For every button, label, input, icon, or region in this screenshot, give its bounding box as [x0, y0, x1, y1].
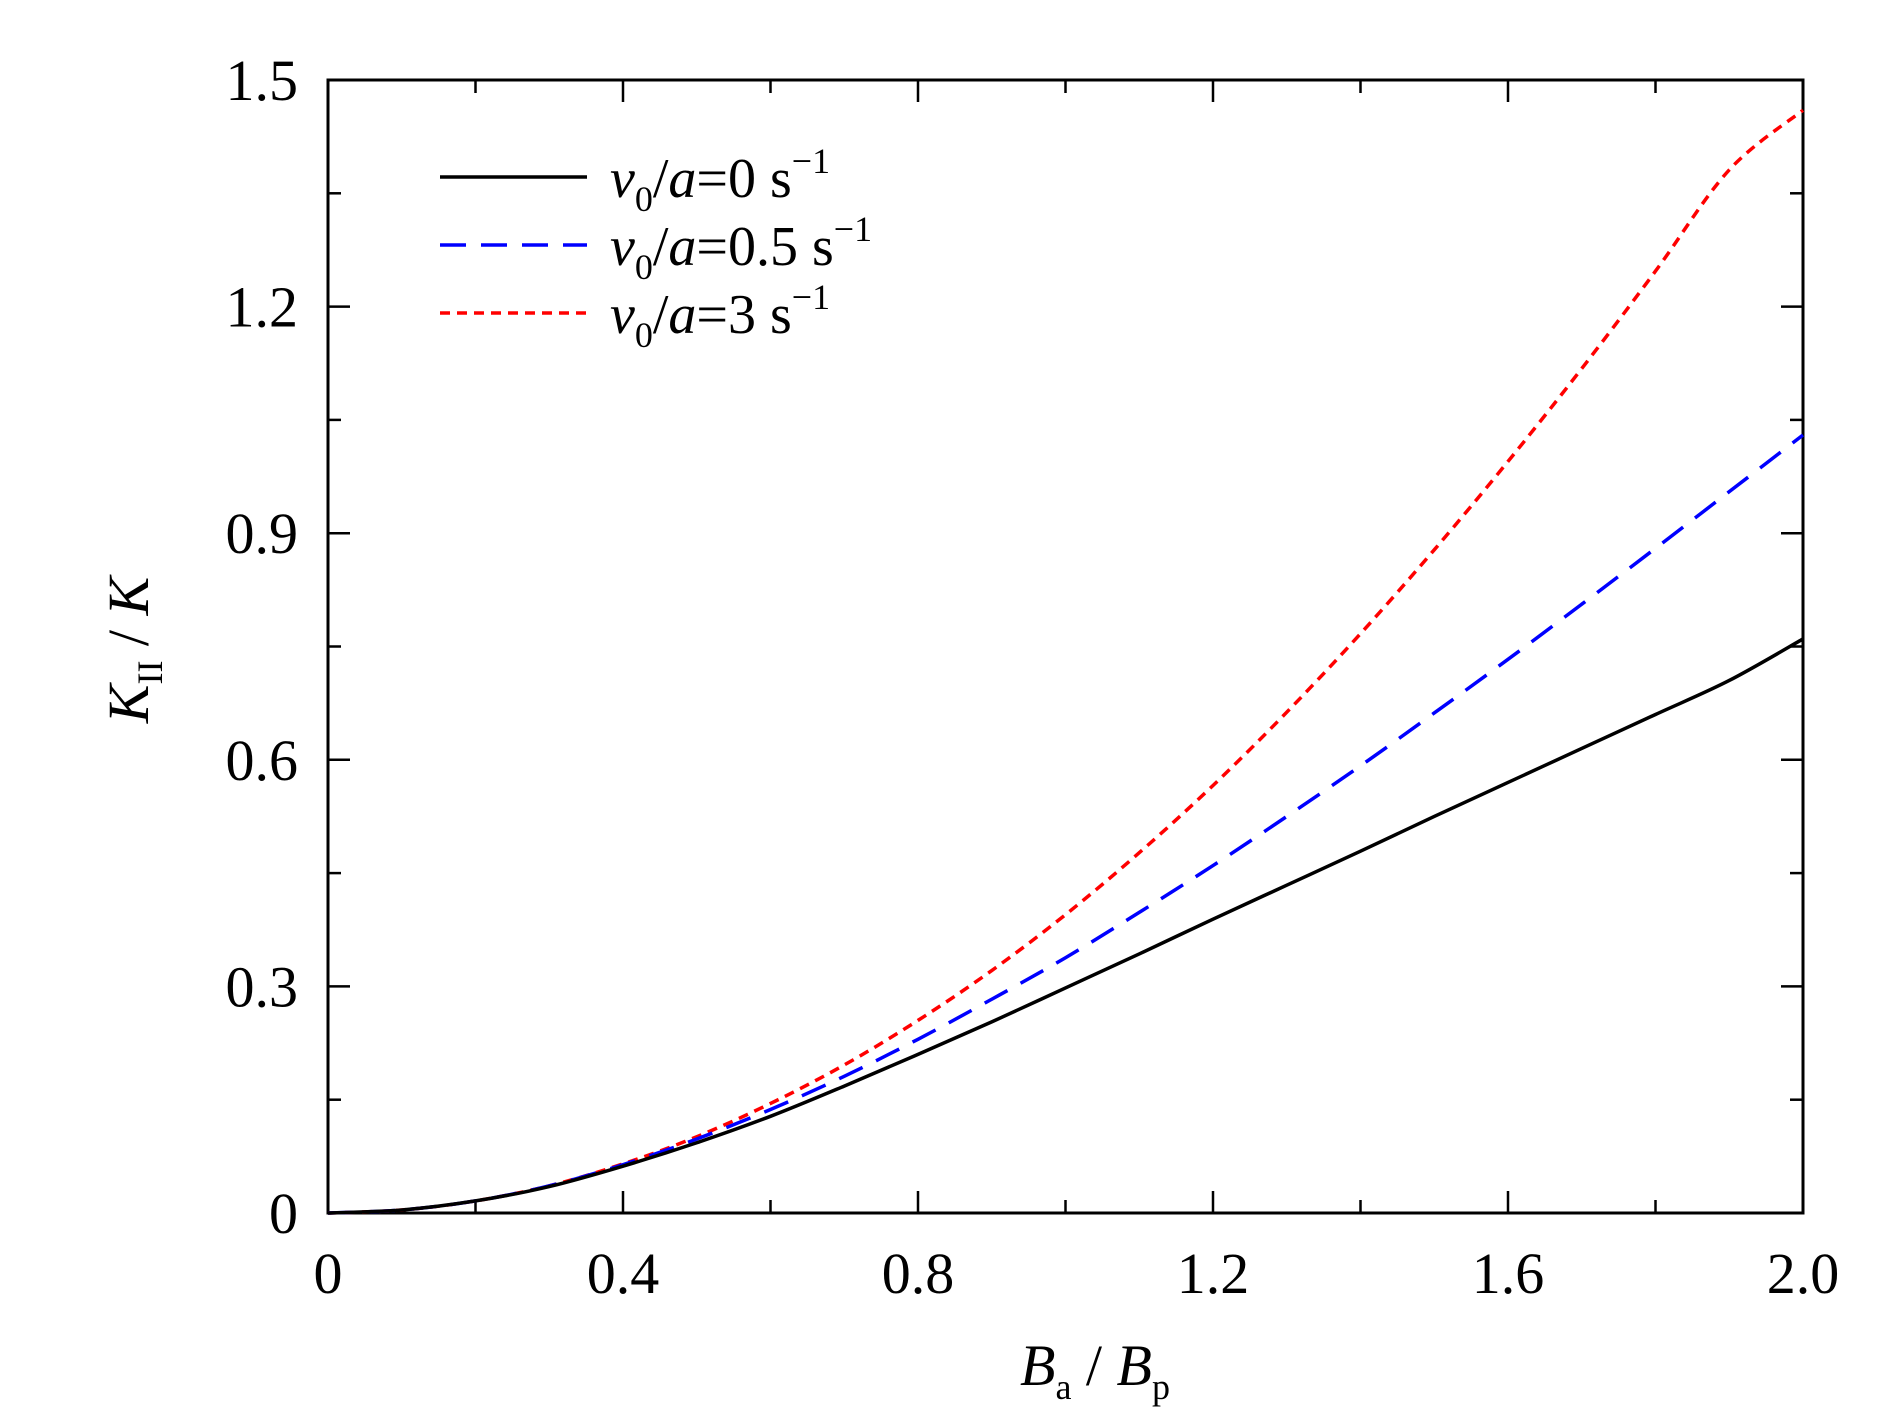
y-axis-label: KII / K	[96, 573, 170, 724]
x-tick-label: 0.4	[587, 1241, 660, 1306]
y-tick-label: 0	[269, 1181, 298, 1246]
ticks	[326, 78, 1805, 1215]
y-tick-label: 0.3	[226, 954, 299, 1019]
x-tick-label: 1.2	[1177, 1241, 1250, 1306]
y-tick-label: 1.5	[226, 48, 299, 113]
series-line	[327, 433, 1805, 1215]
y-tick-label: 0.9	[226, 501, 299, 566]
legend: v0/a=0 s−1v0/a=0.5 s−1v0/a=3 s−1	[440, 141, 872, 355]
y-tick-label: 0.6	[226, 728, 299, 793]
legend-entry: v0/a=0 s−1	[610, 141, 830, 219]
series-lines	[327, 108, 1805, 1215]
tick-labels: 0 0.4 0.8 1.2 1.6 2.0 0 0.3 0.6 0.9 1.2 1.5	[226, 48, 1840, 1306]
series-line	[327, 637, 1804, 1215]
x-tick-label: 0.8	[882, 1241, 955, 1306]
legend-entry: v0/a=3 s−1	[610, 277, 830, 355]
series-line	[327, 108, 1805, 1215]
x-tick-label: 2.0	[1767, 1241, 1840, 1306]
legend-entry: v0/a=0.5 s−1	[610, 209, 872, 287]
plot-frame	[326, 78, 1805, 1215]
y-tick-label: 1.2	[226, 275, 299, 340]
x-tick-label: 1.6	[1472, 1241, 1545, 1306]
x-axis-label: Ba / Bp	[1020, 1333, 1170, 1407]
x-tick-label: 0	[314, 1241, 343, 1306]
